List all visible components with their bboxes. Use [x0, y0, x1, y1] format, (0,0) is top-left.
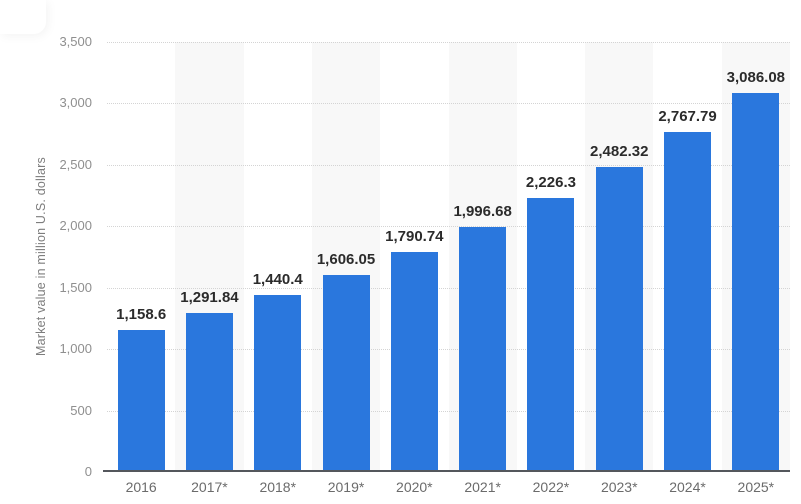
- bar-2019[interactable]: [322, 274, 370, 472]
- bar-value-label: 2,482.32: [590, 143, 649, 161]
- bar-2024[interactable]: [664, 131, 712, 472]
- x-axis-labels: 2016 2017* 2018* 2019* 2020* 2021* 2022* 2023* 2…: [107, 477, 790, 499]
- bar-2025[interactable]: [732, 92, 780, 472]
- gridline: [107, 42, 790, 43]
- gridline: [107, 226, 790, 228]
- bar-value-label: 1,440.4: [252, 271, 303, 289]
- x-tick-label: 2016: [125, 479, 157, 495]
- x-tick-label: 2019*: [327, 479, 365, 495]
- corner-card: [0, 0, 46, 34]
- x-tick-label: 2024*: [669, 479, 706, 495]
- gridline: [107, 410, 790, 412]
- y-tick-label: 3,000: [59, 95, 92, 111]
- bar-value-label: 1,158.6: [116, 305, 167, 323]
- bar-2020[interactable]: [390, 251, 438, 472]
- bar-2018[interactable]: [254, 295, 302, 472]
- bar-value-label: 1,790.74: [385, 227, 444, 245]
- x-axis-line: [103, 470, 790, 472]
- gridline: [107, 349, 790, 351]
- x-tick-label: 2025*: [737, 479, 775, 495]
- plot-area: 1,158.6 1,291.84 1,440.4 1,606.05 1,790.74 1,…: [103, 42, 790, 472]
- y-tick-label: 2,500: [59, 156, 92, 172]
- y-axis-ticks: 0 500 1,000 1,500 2,000 2,500 3,000 3,500: [0, 0, 92, 504]
- gridline: [107, 164, 790, 166]
- bar-2017[interactable]: [185, 313, 233, 472]
- bar-2023[interactable]: [595, 167, 643, 472]
- y-tick-label: 1,000: [59, 341, 92, 357]
- bar-value-label: 2,226.3: [525, 174, 576, 192]
- bar-value-label: 1,606.05: [316, 250, 376, 268]
- bar-value-label: 2,767.79: [658, 107, 717, 125]
- x-tick-label: 2021*: [464, 479, 501, 495]
- y-tick-label: 500: [70, 402, 92, 418]
- gridline: [107, 287, 790, 289]
- y-tick-label: 1,500: [59, 279, 92, 295]
- x-tick-label: 2018*: [259, 479, 297, 495]
- bar-2016[interactable]: [117, 329, 165, 472]
- x-tick-label: 2017*: [191, 479, 228, 495]
- bar-value-label: 1,291.84: [180, 289, 239, 307]
- bar-2021[interactable]: [459, 226, 507, 472]
- y-tick-label: 2,000: [59, 218, 92, 234]
- y-tick-label: 0: [84, 464, 92, 479]
- bar-2022[interactable]: [527, 198, 575, 472]
- x-tick-label: 2022*: [532, 479, 570, 495]
- bar-value-label: 3,086.08: [726, 68, 786, 86]
- gridline: [107, 103, 790, 105]
- x-tick-label: 2020*: [396, 479, 433, 495]
- bar-value-label: 1,996.68: [453, 202, 512, 220]
- x-tick-label: 2023*: [600, 479, 638, 495]
- y-tick-label: 3,500: [59, 34, 92, 49]
